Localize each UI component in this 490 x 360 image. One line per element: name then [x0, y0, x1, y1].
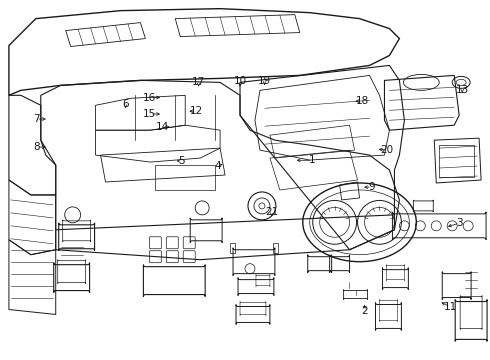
Text: 19: 19: [258, 76, 271, 86]
Text: 13: 13: [456, 85, 469, 95]
Text: 18: 18: [356, 96, 369, 106]
Bar: [439, 145, 474, 177]
Text: 1: 1: [309, 155, 316, 165]
Text: 2: 2: [361, 306, 368, 316]
Text: 10: 10: [234, 76, 246, 86]
Text: 12: 12: [190, 106, 203, 116]
Text: 5: 5: [178, 156, 185, 166]
Text: 16: 16: [143, 93, 156, 103]
Text: 9: 9: [368, 182, 375, 192]
Text: 21: 21: [265, 207, 278, 217]
Text: 3: 3: [457, 218, 463, 228]
Text: 6: 6: [122, 99, 129, 109]
Text: 17: 17: [192, 77, 205, 87]
Bar: [230, 243, 235, 253]
Text: 15: 15: [143, 109, 156, 119]
Text: 14: 14: [155, 122, 169, 132]
Text: 20: 20: [380, 144, 393, 154]
Text: 4: 4: [215, 161, 221, 171]
Text: 7: 7: [33, 114, 40, 124]
Text: 8: 8: [33, 142, 40, 152]
Text: 11: 11: [443, 302, 457, 312]
Bar: [273, 243, 278, 253]
Bar: [155, 165, 215, 190]
